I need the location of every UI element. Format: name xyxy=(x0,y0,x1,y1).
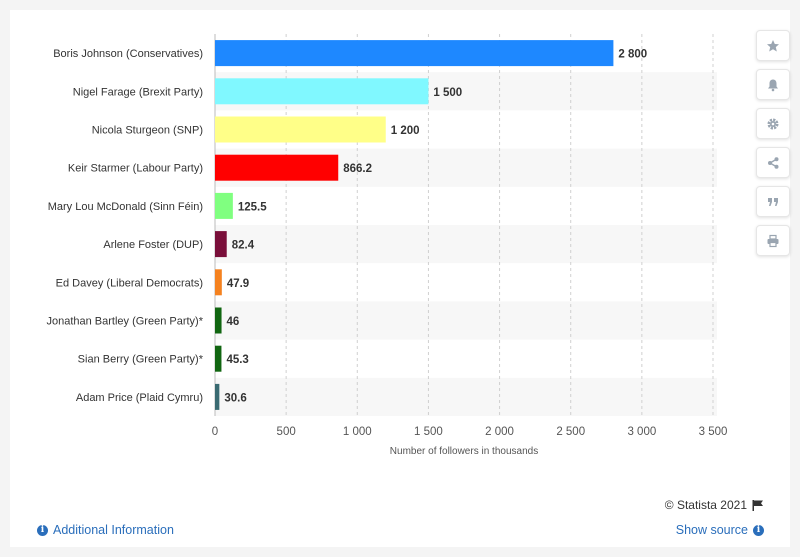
x-tick-label: 3 500 xyxy=(699,426,728,438)
cite-button[interactable] xyxy=(756,186,790,217)
data-label: 45.3 xyxy=(226,354,248,366)
bar-chart: 0 500 1 000 1 500 2 000 2 500 3 000 3 500 Boris … xyxy=(46,34,728,457)
star-icon xyxy=(767,39,779,51)
data-label: 82.4 xyxy=(232,240,255,252)
x-axis-title: Number of followers in thousands xyxy=(390,446,538,457)
data-label: 30.6 xyxy=(224,392,246,404)
share-button[interactable] xyxy=(756,147,790,178)
x-tick-label: 1 000 xyxy=(343,426,372,438)
quote-icon xyxy=(768,197,778,206)
category-label: Keir Starmer (Labour Party) xyxy=(68,163,203,175)
print-button[interactable] xyxy=(756,225,790,256)
info-icon: i xyxy=(37,524,48,536)
data-label: 125.5 xyxy=(238,201,267,213)
bar xyxy=(215,116,386,143)
x-tick-label: 2 000 xyxy=(485,426,514,438)
bar xyxy=(215,269,222,296)
statista-credit[interactable]: © Statista 2021 xyxy=(665,498,764,512)
category-label: Jonathan Bartley (Green Party)* xyxy=(46,316,203,328)
x-tick-label: 0 xyxy=(212,426,218,438)
x-tick-label: 3 000 xyxy=(627,426,656,438)
category-label: Ed Davey (Liberal Democrats) xyxy=(56,277,203,289)
share-icon xyxy=(768,156,779,169)
data-label: 1 500 xyxy=(433,87,462,99)
x-tick-label: 500 xyxy=(277,426,296,438)
category-label: Nigel Farage (Brexit Party) xyxy=(73,86,203,98)
favorite-button[interactable] xyxy=(756,30,790,61)
bar xyxy=(215,231,227,258)
category-label: Mary Lou McDonald (Sinn Féin) xyxy=(48,201,203,213)
row-band xyxy=(215,301,717,340)
data-label: 47.9 xyxy=(227,278,249,290)
category-label: Sian Berry (Green Party)* xyxy=(78,354,204,366)
data-label: 1 200 xyxy=(391,125,420,137)
category-label: Adam Price (Plaid Cymru) xyxy=(76,392,203,404)
x-tick-label: 1 500 xyxy=(414,426,443,438)
settings-button[interactable] xyxy=(756,108,790,139)
additional-information-label: Additional Information xyxy=(53,523,174,537)
show-source-link[interactable]: Show source i xyxy=(676,523,764,537)
chart-card: 0 500 1 000 1 500 2 000 2 500 3 000 3 500 Boris … xyxy=(10,10,790,547)
row-band xyxy=(215,225,717,264)
data-label: 2 800 xyxy=(618,49,647,61)
bar xyxy=(215,192,233,219)
additional-information-link[interactable]: i Additional Information xyxy=(37,523,174,537)
show-source-label: Show source xyxy=(675,523,748,537)
data-label: 866.2 xyxy=(343,163,372,175)
bar xyxy=(215,307,222,334)
print-icon xyxy=(767,234,779,247)
bar xyxy=(215,78,429,105)
gear-icon xyxy=(767,118,779,129)
category-label: Arlene Foster (DUP) xyxy=(103,239,203,251)
info-icon: i xyxy=(753,524,764,536)
notification-button[interactable] xyxy=(756,69,790,100)
row-band xyxy=(215,377,717,416)
bar xyxy=(215,40,614,67)
bar xyxy=(215,154,339,181)
bar xyxy=(215,383,220,410)
flag-icon xyxy=(752,499,763,511)
x-tick-label: 2 500 xyxy=(556,426,585,438)
bar xyxy=(215,345,222,372)
category-label: Boris Johnson (Conservatives) xyxy=(53,48,203,60)
category-label: Nicola Sturgeon (SNP) xyxy=(92,125,203,137)
toolbar-sidebar xyxy=(756,30,790,256)
credit-text: © Statista 2021 xyxy=(664,498,747,512)
data-label: 46 xyxy=(227,316,240,328)
bell-icon xyxy=(768,79,778,91)
